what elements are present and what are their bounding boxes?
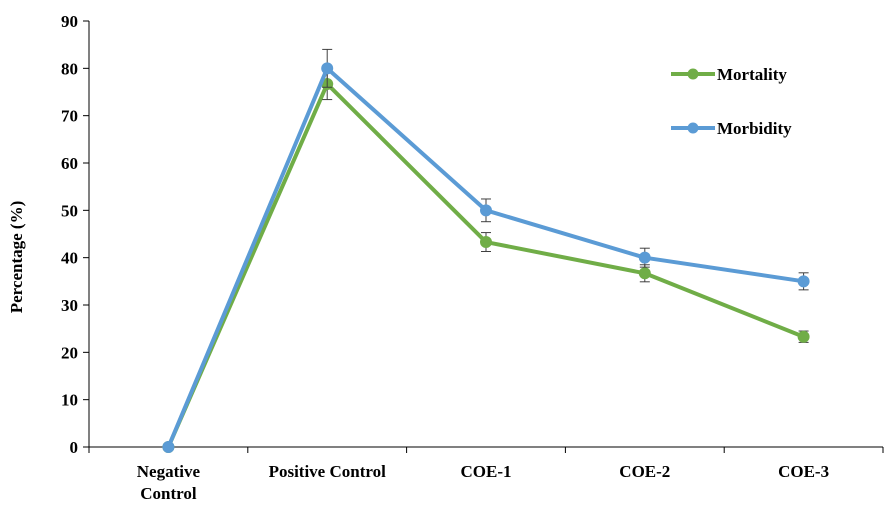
axes: 0 10 20 30 40 50 60 70 80 90 Negative Control Positi… [61,12,884,503]
data-point [162,441,175,453]
legend-item-morbidity: Morbidity [671,119,792,138]
legend-marker [687,122,699,134]
y-tick-label: 60 [61,154,78,173]
y-tick-label: 70 [61,107,78,126]
x-tick-label-line: Control [140,484,197,503]
y-tick-label: 40 [61,249,78,268]
y-tick-label: 30 [61,296,78,315]
x-tick-label: COE-3 [778,462,829,481]
legend-marker [687,68,699,80]
y-axis-title: Percentage (%) [7,201,26,314]
x-tick-label: COE-2 [619,462,670,481]
y-tick-label: 80 [61,59,78,78]
y-tick-label: 50 [61,201,78,220]
y-tick-label: 10 [61,391,78,410]
data-point [638,251,651,264]
legend: Mortality Morbidity [671,65,792,138]
x-tick-label: Negative Control [137,462,201,503]
series-morbidity [162,48,810,453]
data-point [321,62,334,75]
data-point [480,204,492,217]
series-layer [162,48,810,453]
legend-item-mortality: Mortality [671,65,787,84]
series-mortality [162,67,810,453]
y-tick-label: 20 [61,343,78,362]
legend-label: Morbidity [717,119,792,138]
data-point [797,330,810,343]
data-point [797,275,810,288]
data-point [480,236,492,249]
x-tick-label-line: Negative [137,462,201,481]
series-line [166,66,804,448]
y-tick-label: 0 [70,438,79,457]
y-tick-label: 90 [61,12,78,31]
data-point [638,267,651,280]
legend-label: Mortality [717,65,787,84]
x-tick-label: Positive Control [269,462,387,481]
x-tick-label: COE-1 [461,462,512,481]
